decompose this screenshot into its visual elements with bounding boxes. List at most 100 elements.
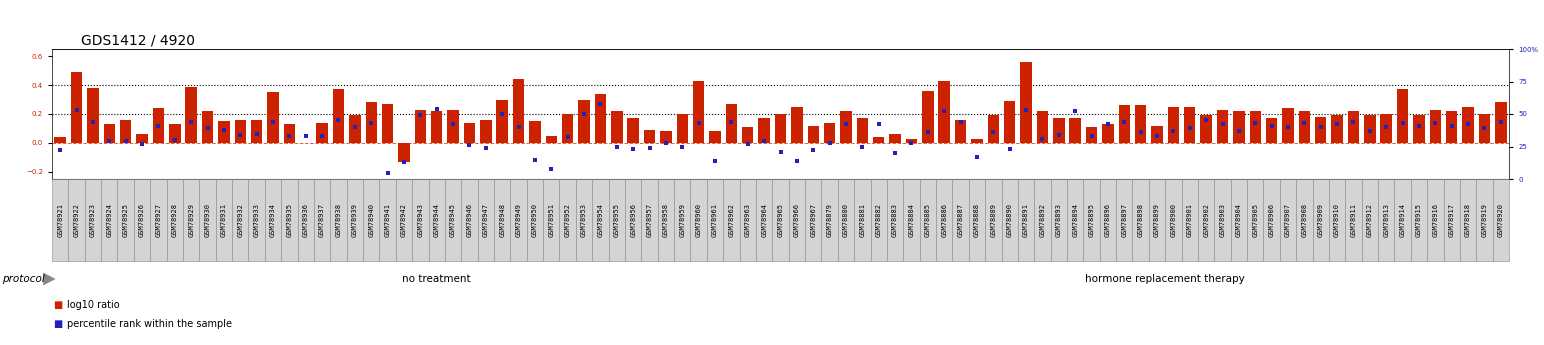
Point (801, 148, 826, 153)
Bar (334, 89, 344, 143)
Point (752, 139, 777, 144)
Text: GSM78943: GSM78943 (417, 203, 423, 237)
Point (293, 133, 318, 139)
Text: GSM78881: GSM78881 (860, 203, 865, 237)
Bar (593, 179, 608, 261)
Point (1161, 128, 1186, 134)
Point (1308, 124, 1332, 130)
Text: GSM78912: GSM78912 (1366, 203, 1373, 237)
Point (1014, 107, 1039, 113)
Bar (676, 114, 689, 143)
Text: GSM78934: GSM78934 (270, 203, 276, 237)
Bar (134, 179, 150, 261)
Bar (1411, 179, 1427, 261)
Bar (1132, 179, 1149, 261)
Bar (1345, 179, 1362, 261)
Bar (1447, 111, 1458, 143)
Bar (1053, 118, 1064, 143)
Text: GSM78937: GSM78937 (320, 203, 326, 237)
Bar (1495, 102, 1507, 143)
Text: GSM78908: GSM78908 (1302, 203, 1308, 237)
Bar (1461, 179, 1476, 261)
Bar (821, 179, 838, 261)
Bar (661, 131, 672, 143)
Text: GSM78903: GSM78903 (1220, 203, 1226, 237)
Text: GSM78882: GSM78882 (875, 203, 882, 237)
Bar (886, 179, 903, 261)
Text: GSM78958: GSM78958 (662, 203, 669, 237)
Point (670, 144, 695, 149)
Text: no treatment: no treatment (403, 274, 471, 284)
Bar (1214, 179, 1231, 261)
Text: GSM78926: GSM78926 (139, 203, 145, 237)
Text: GSM78951: GSM78951 (548, 203, 554, 237)
Bar (120, 120, 131, 143)
Bar (511, 179, 527, 261)
Text: GSM78890: GSM78890 (1007, 203, 1013, 237)
Bar (804, 179, 821, 261)
Bar (167, 179, 184, 261)
Text: GSM78919: GSM78919 (1481, 203, 1487, 237)
Bar (971, 139, 982, 143)
Text: GSM78939: GSM78939 (352, 203, 358, 237)
Bar (1363, 116, 1376, 143)
Bar (395, 179, 412, 261)
Bar (494, 179, 511, 261)
Point (522, 157, 547, 162)
Text: GSM78938: GSM78938 (335, 203, 341, 237)
Bar (249, 179, 266, 261)
Point (425, 106, 449, 111)
Point (212, 127, 236, 132)
Text: GSM78942: GSM78942 (401, 203, 408, 237)
Bar (1476, 179, 1493, 261)
Bar (199, 179, 216, 261)
Bar (480, 120, 491, 143)
Bar (1217, 110, 1227, 143)
Bar (625, 179, 641, 261)
Point (179, 119, 204, 125)
Text: GSM78904: GSM78904 (1235, 203, 1241, 237)
Bar (939, 81, 950, 143)
Point (1144, 133, 1169, 139)
Bar (349, 116, 361, 143)
Bar (838, 179, 854, 261)
Point (1439, 123, 1464, 128)
Text: GSM78962: GSM78962 (729, 203, 735, 237)
Point (1096, 122, 1121, 127)
Bar (366, 102, 377, 143)
Bar (448, 110, 459, 143)
Bar (232, 179, 249, 261)
Text: GSM78885: GSM78885 (925, 203, 931, 237)
Text: GSM78932: GSM78932 (238, 203, 244, 237)
Text: protocol: protocol (2, 274, 45, 284)
Bar (1067, 179, 1084, 261)
Point (1260, 123, 1285, 128)
Text: GSM78907: GSM78907 (1285, 203, 1291, 237)
Bar (252, 120, 262, 143)
Text: GSM78913: GSM78913 (1383, 203, 1390, 237)
Text: GSM78933: GSM78933 (253, 203, 259, 237)
Bar (594, 94, 607, 143)
Bar (103, 124, 114, 143)
Bar (1263, 179, 1280, 261)
Bar (1099, 179, 1116, 261)
Point (162, 137, 187, 143)
Bar (184, 179, 199, 261)
Point (556, 135, 581, 140)
Text: GSM78927: GSM78927 (156, 203, 162, 237)
Point (489, 111, 514, 117)
Text: GSM78911: GSM78911 (1351, 203, 1357, 237)
Point (113, 139, 137, 144)
Point (1407, 123, 1431, 128)
Point (1243, 120, 1268, 126)
Text: GSM78952: GSM78952 (565, 203, 571, 237)
Point (604, 144, 628, 149)
Bar (906, 139, 917, 143)
Point (1047, 132, 1072, 138)
Bar (330, 179, 347, 261)
Bar (1430, 110, 1441, 143)
Bar (1315, 117, 1326, 143)
Bar (1050, 179, 1067, 261)
Text: GSM78914: GSM78914 (1399, 203, 1405, 237)
Text: GSM78925: GSM78925 (122, 203, 128, 237)
